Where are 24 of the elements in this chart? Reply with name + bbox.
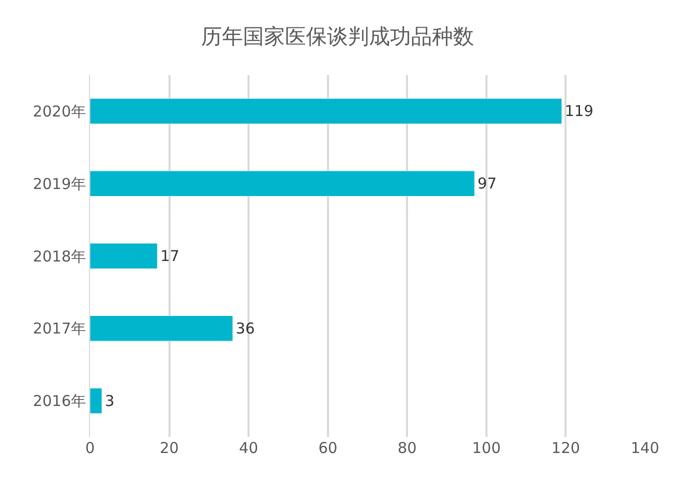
x-tick-label: 60	[318, 439, 338, 457]
x-tick-label: 40	[239, 439, 258, 457]
x-tick-label: 140	[630, 439, 660, 457]
bar	[90, 388, 102, 414]
y-tick-label: 2018年	[32, 247, 86, 266]
data-label: 17	[160, 247, 180, 265]
x-tick-label: 0	[85, 439, 95, 457]
bar	[90, 98, 562, 124]
y-tick-label: 2020年	[32, 102, 86, 120]
y-tick-label: 2019年	[32, 174, 86, 193]
y-tick-label: 2017年	[32, 320, 86, 338]
bar	[90, 243, 158, 269]
data-label: 36	[236, 319, 255, 338]
bar	[90, 170, 475, 197]
chart-title: 历年国家医保谈判成功品种数	[201, 24, 474, 49]
x-tick-label: 80	[398, 439, 417, 457]
data-label: 97	[478, 174, 497, 193]
x-tick-label: 120	[551, 439, 580, 457]
data-label: 3	[104, 392, 114, 410]
x-tick-label: 100	[472, 439, 501, 457]
data-label: 119	[564, 102, 594, 120]
bar	[90, 315, 233, 342]
y-tick-label: 2016年	[32, 392, 86, 410]
x-tick-label: 20	[160, 439, 179, 457]
